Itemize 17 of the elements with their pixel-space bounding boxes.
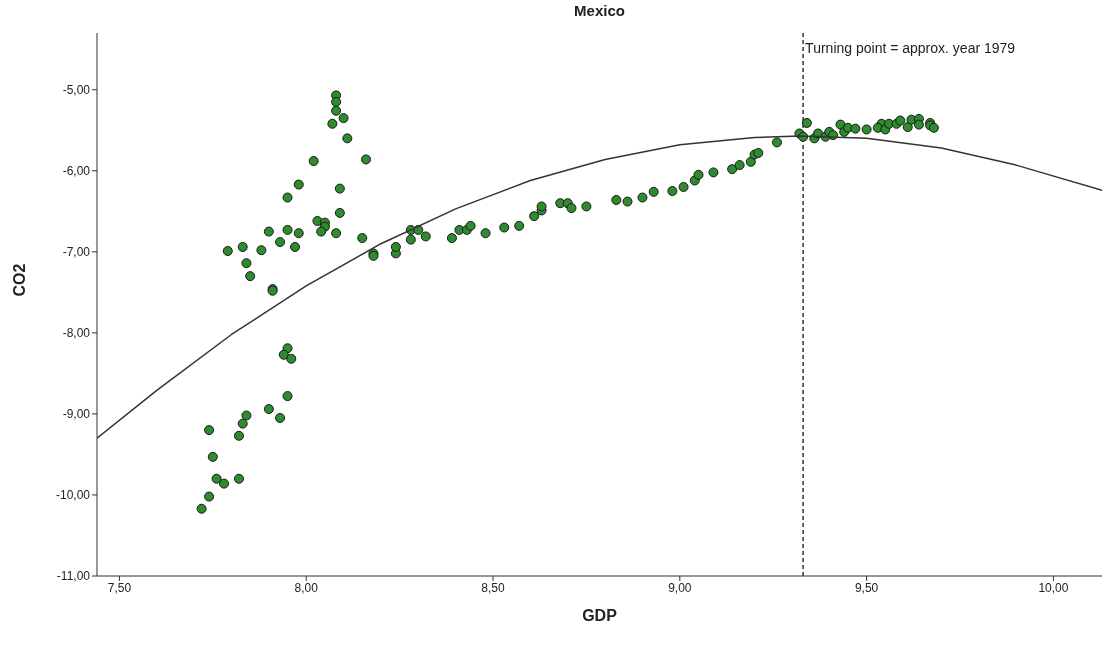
x-tick-label: 7,50 [107,580,132,595]
y-tick-label: -10,00 [55,488,91,503]
x-tick-label: 9,50 [854,580,879,595]
y-tick-label: -9,00 [62,407,91,422]
x-tick-label: 9,00 [668,580,692,595]
x-tick-label: 10,00 [1038,580,1069,595]
y-tick-label: -7,00 [62,245,91,260]
x-tick-label: 8,50 [481,580,506,595]
ref-line-label: Turning point = approx. year 1979 [805,40,1016,56]
y-tick-label: -8,00 [62,326,91,341]
chart-title: Mexico [573,2,626,19]
y-tick-label: -5,00 [62,82,91,97]
x-axis-title: GDP [581,607,618,625]
y-tick-label: -11,00 [56,569,91,584]
x-tick-label: 8,00 [294,580,319,595]
y-axis-title: CO2 [11,263,29,297]
y-tick-label: -6,00 [62,164,91,179]
